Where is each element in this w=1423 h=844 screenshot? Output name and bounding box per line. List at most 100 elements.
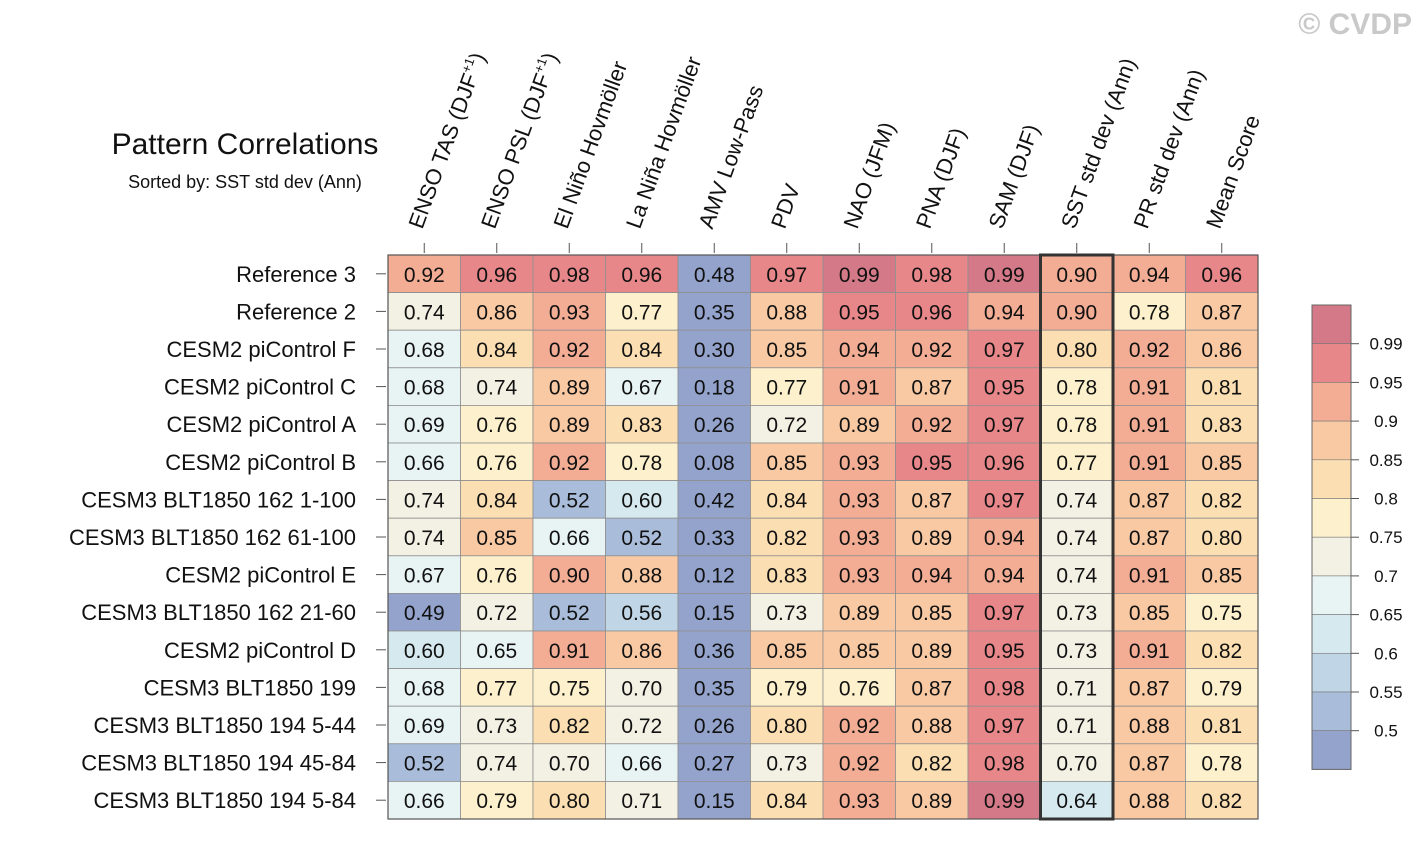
cell-value-label: 0.65	[476, 640, 517, 663]
heatmap-cell	[677, 668, 751, 707]
cell-value-label: 0.87	[911, 489, 952, 512]
heatmap-cell	[1112, 480, 1186, 519]
cell-value-label: 0.85	[766, 640, 807, 663]
cell-value-label: 0.91	[1129, 377, 1170, 400]
cell-value-label: 0.67	[404, 565, 445, 588]
column-header: PDV	[766, 180, 805, 231]
cell-value-label: 0.79	[766, 677, 807, 700]
colorbar-tick-label: 0.95	[1369, 373, 1402, 392]
cell-value-label: 0.90	[1056, 264, 1097, 287]
cell-value-label: 0.95	[911, 452, 952, 475]
heatmap-cell	[822, 367, 896, 406]
cell-value-label: 0.88	[911, 715, 952, 738]
cell-value-label: 0.97	[984, 602, 1025, 625]
colorbar-tick-label: 0.55	[1369, 683, 1402, 702]
cell-value-label: 0.89	[839, 414, 880, 437]
heatmap-cell	[677, 404, 751, 444]
cell-value-label: 0.91	[1129, 414, 1170, 437]
colorbar-tick-label: 0.85	[1369, 451, 1402, 470]
cell-value-label: 0.75	[549, 677, 590, 700]
cell-value-label: 0.15	[694, 602, 735, 625]
heatmap-cell	[750, 404, 824, 444]
colorbar-tick-label: 0.6	[1374, 644, 1398, 663]
cell-value-label: 0.94	[984, 527, 1025, 550]
cell-value-label: 0.71	[1056, 715, 1097, 738]
heatmap-cell	[532, 329, 606, 369]
heatmap-cell	[387, 705, 461, 745]
cell-value-label: 0.66	[621, 753, 662, 776]
cell-value-label: 0.26	[694, 715, 735, 738]
cell-value-label: 0.99	[984, 264, 1025, 287]
heatmap-cell	[677, 254, 751, 293]
heatmap-cell	[750, 630, 824, 669]
heatmap-cell	[1185, 292, 1259, 331]
cell-value-label: 0.52	[404, 753, 445, 776]
cell-value-label: 0.95	[984, 640, 1025, 663]
cell-value-label: 0.95	[839, 301, 880, 324]
cell-value-label: 0.98	[984, 677, 1025, 700]
colorbar-swatch	[1311, 459, 1352, 499]
cell-value-label: 0.93	[549, 301, 590, 324]
heatmap-cell	[460, 442, 534, 481]
cell-value-label: 0.35	[694, 301, 735, 324]
heatmap-cell	[387, 668, 461, 707]
cell-value-label: 0.66	[549, 527, 590, 550]
cell-value-label: 0.52	[549, 602, 590, 625]
column-header-superscript: +1	[531, 56, 550, 75]
cell-value-label: 0.93	[839, 790, 880, 813]
cell-value-label: 0.69	[404, 715, 445, 738]
cell-value-label: 0.74	[404, 527, 445, 550]
cell-value-label: 0.82	[1201, 790, 1242, 813]
cell-value-label: 0.80	[766, 715, 807, 738]
cell-value-label: 0.85	[766, 339, 807, 362]
cell-value-label: 0.92	[549, 452, 590, 475]
cell-value-label: 0.87	[1129, 677, 1170, 700]
cell-value-label: 0.97	[984, 715, 1025, 738]
cell-value-label: 0.79	[476, 790, 517, 813]
heatmap-cell	[1112, 404, 1186, 444]
cell-value-label: 0.52	[621, 527, 662, 550]
row-label: CESM3 BLT1850 194 5-84	[93, 788, 356, 813]
column-header-text: PNA (DJF)	[911, 124, 970, 231]
cell-value-label: 0.42	[694, 489, 735, 512]
cell-value-label: 0.80	[549, 790, 590, 813]
cell-value-label: 0.87	[1129, 489, 1170, 512]
heatmap-cell	[532, 630, 606, 669]
cell-value-label: 0.74	[1056, 527, 1097, 550]
row-label: CESM3 BLT1850 194 5-44	[93, 713, 356, 738]
cell-value-label: 0.87	[911, 677, 952, 700]
heatmap-cell	[822, 404, 896, 444]
cell-value-label: 0.92	[839, 753, 880, 776]
cell-value-label: 0.91	[1129, 640, 1170, 663]
column-header: La Niña Hovmöller	[621, 53, 706, 232]
row-label: Reference 2	[236, 299, 356, 324]
cell-value-label: 0.82	[1201, 489, 1242, 512]
cell-value-label: 0.71	[621, 790, 662, 813]
cell-value-label: 0.87	[911, 377, 952, 400]
colorbar-tick-label: 0.8	[1374, 490, 1398, 509]
heatmap-cell	[605, 329, 679, 369]
heatmap-cell	[387, 593, 461, 632]
cell-value-label: 0.94	[839, 339, 880, 362]
cell-value-label: 0.74	[1056, 489, 1097, 512]
cell-value-label: 0.81	[1201, 377, 1242, 400]
heatmap-cell	[967, 517, 1041, 557]
column-header-text: PDV	[766, 180, 805, 231]
row-label: CESM3 BLT1850 162 61-100	[69, 525, 356, 550]
heatmap-cell	[967, 329, 1041, 369]
colorbar-swatch	[1311, 420, 1352, 461]
cell-value-label: 0.84	[621, 339, 662, 362]
heatmap-cell	[1112, 442, 1186, 481]
heatmap-cell	[460, 593, 534, 632]
heatmap-cell	[967, 555, 1041, 594]
cell-value-label: 0.94	[984, 301, 1025, 324]
cell-value-label: 0.85	[1201, 452, 1242, 475]
heatmap-cell	[387, 743, 461, 782]
cell-value-label: 0.56	[621, 602, 662, 625]
cell-value-label: 0.91	[549, 640, 590, 663]
cell-value-label: 0.88	[1129, 790, 1170, 813]
cell-value-label: 0.35	[694, 677, 735, 700]
cell-value-label: 0.93	[839, 489, 880, 512]
heatmap-cell	[822, 743, 896, 782]
